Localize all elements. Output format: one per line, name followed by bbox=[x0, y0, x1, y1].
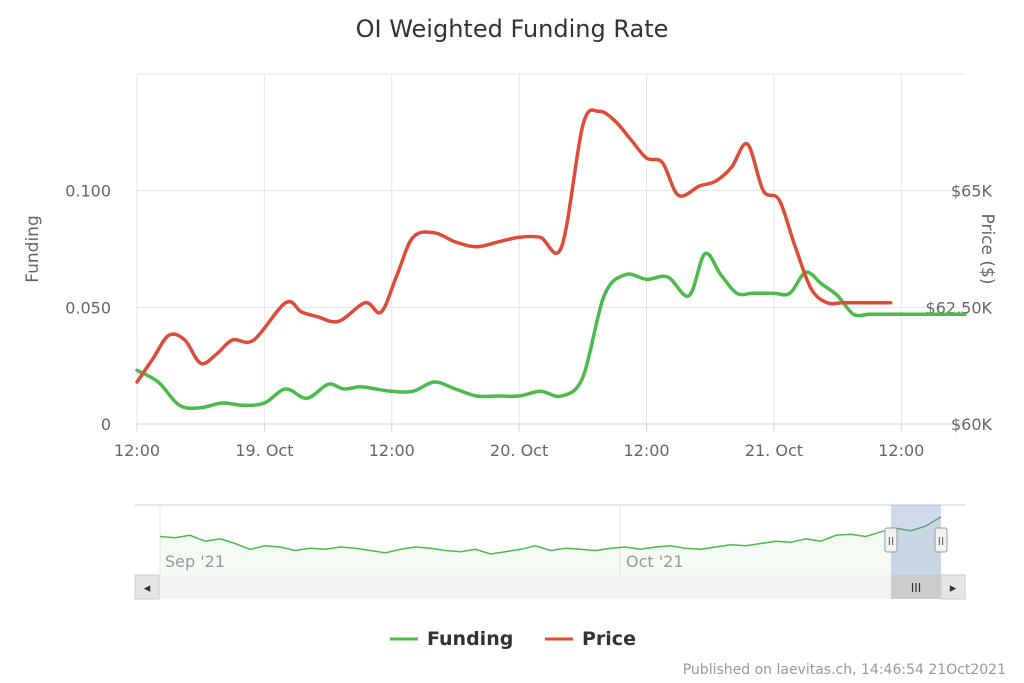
y-axis-left-title: Funding bbox=[23, 215, 43, 282]
chart-title: OI Weighted Funding Rate bbox=[356, 15, 669, 43]
scrollbar-right-button[interactable] bbox=[940, 574, 966, 600]
x-tick-label: 20. Oct bbox=[490, 441, 548, 460]
scrollbar-thumb[interactable] bbox=[891, 575, 941, 599]
navigator-area bbox=[160, 516, 941, 575]
left-arrow-icon: ◂ bbox=[144, 581, 151, 596]
navigator-label-sep: Sep '21 bbox=[165, 552, 225, 571]
x-tick-label: 19. Oct bbox=[235, 441, 293, 460]
legend-item-funding[interactable]: Funding bbox=[390, 628, 513, 650]
y-axis-left-ticks: 0 0.050 0.100 bbox=[65, 182, 111, 434]
handle-grip-icon: II bbox=[888, 535, 895, 548]
grid bbox=[136, 73, 965, 425]
legend-item-price[interactable]: Price bbox=[545, 628, 636, 650]
x-tick-label: 12:00 bbox=[114, 441, 160, 460]
series-layer bbox=[135, 108, 967, 411]
navigator-handle-right[interactable]: II bbox=[934, 527, 948, 553]
legend-label-funding: Funding bbox=[427, 628, 513, 650]
navigator-line bbox=[159, 516, 942, 555]
navigator-selection[interactable] bbox=[891, 505, 941, 575]
scrollbar-grip-icon: III bbox=[911, 581, 922, 595]
credits[interactable]: Published on laevitas.ch, 14:46:54 21Oct… bbox=[683, 662, 1006, 678]
legend-label-price: Price bbox=[582, 628, 636, 650]
y-left-tick-label: 0.100 bbox=[65, 182, 111, 201]
x-tick-label: 12:00 bbox=[623, 441, 669, 460]
legend: Funding Price bbox=[390, 628, 636, 650]
scrollbar-left-button[interactable] bbox=[134, 574, 160, 600]
x-axis-ticks: 12:00 19. Oct 12:00 20. Oct 12:00 21. Oct 12:0… bbox=[114, 424, 924, 460]
navigator-handle-left[interactable]: II bbox=[884, 527, 898, 553]
navigator-label-oct: Oct '21 bbox=[626, 552, 684, 571]
y-axis-right-ticks: $60K$62.50K$65K bbox=[926, 182, 993, 434]
x-tick-label: 12:00 bbox=[369, 441, 415, 460]
y-axis-right-title: Price ($) bbox=[977, 214, 997, 285]
y-left-tick-label: 0 bbox=[101, 415, 111, 434]
x-tick-label: 12:00 bbox=[878, 441, 924, 460]
x-tick-label: 21. Oct bbox=[745, 441, 803, 460]
y-right-tick-label: $65K bbox=[951, 182, 993, 201]
right-arrow-icon: ▸ bbox=[950, 581, 957, 596]
series-line-funding[interactable] bbox=[135, 251, 967, 411]
handle-grip-icon: II bbox=[938, 535, 945, 548]
y-right-tick-label: $60K bbox=[951, 415, 993, 434]
navigator-series bbox=[159, 516, 942, 575]
scrollbar-track[interactable] bbox=[135, 575, 965, 599]
scrollbar[interactable]: ◂ ▸ III bbox=[134, 574, 966, 600]
y-left-tick-label: 0.050 bbox=[65, 298, 111, 317]
navigator[interactable]: Sep '21 Oct '21 II II bbox=[135, 504, 965, 575]
series-line-price[interactable] bbox=[135, 108, 893, 384]
